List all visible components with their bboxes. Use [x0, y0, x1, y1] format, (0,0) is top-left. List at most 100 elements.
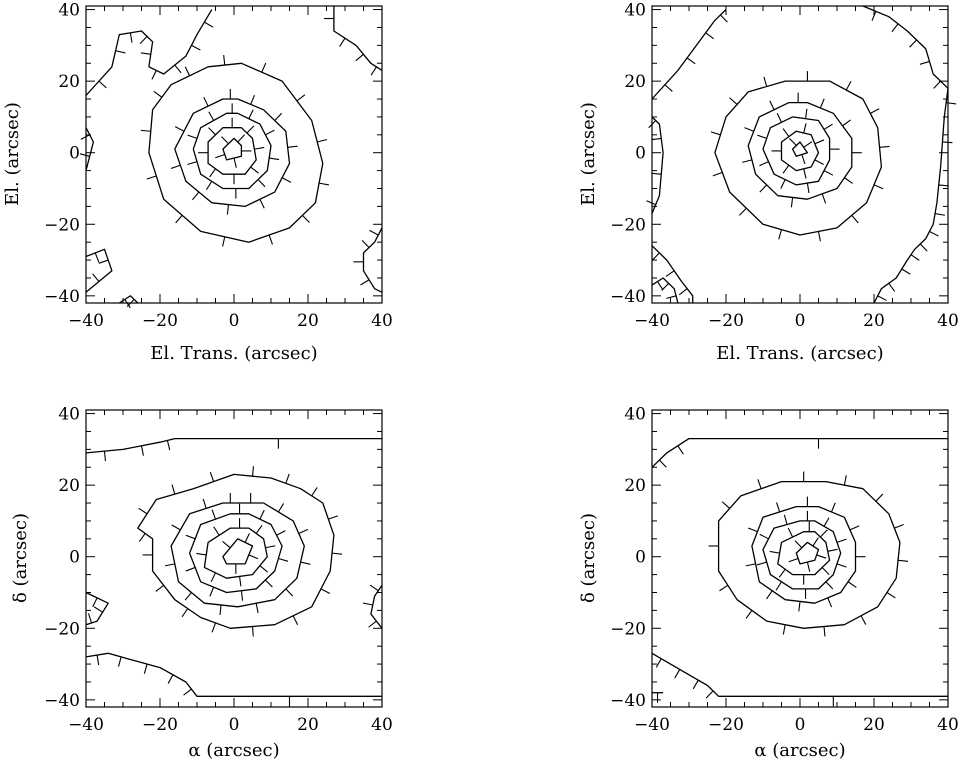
- tick-labels: −40 −20 0 20 40 −40 −20 0 20 40: [610, 405, 959, 735]
- hachure-tick: [233, 157, 237, 168]
- hachure-tick: [692, 679, 699, 690]
- contour-line: [751, 505, 857, 604]
- hachure-tick: [298, 528, 309, 534]
- y-tick-label: 20: [58, 476, 80, 496]
- hachure-tick: [140, 129, 151, 132]
- hachure-tick: [250, 166, 259, 174]
- hachure-tick: [919, 243, 928, 252]
- hachure-tick: [368, 620, 377, 628]
- hachure-tick: [302, 214, 310, 223]
- hachure-tick: [328, 515, 338, 520]
- hachure-tick: [239, 576, 242, 587]
- hachure-tick: [798, 601, 801, 612]
- hachure-tick: [816, 554, 827, 559]
- hachure-tick: [103, 451, 107, 462]
- hachure-tick: [226, 204, 229, 215]
- hachure-tick: [788, 137, 797, 146]
- hachure-tick: [933, 80, 941, 89]
- hachure-tick: [205, 181, 213, 191]
- hachure-tick: [331, 552, 343, 555]
- hachure-tick: [250, 94, 255, 105]
- y-tick-label: 20: [58, 72, 80, 92]
- hachure-tick: [894, 523, 904, 529]
- hachure-tick: [766, 590, 773, 600]
- hachure-tick: [919, 60, 930, 65]
- x-tick-label: −40: [634, 715, 670, 735]
- hachure-tick: [665, 270, 675, 277]
- hachure-tick: [782, 624, 786, 635]
- hachure-tick: [783, 514, 788, 525]
- x-axis-label: El. Trans. (arcsec): [150, 343, 317, 364]
- hachure-tick: [790, 197, 794, 208]
- hachure-tick: [269, 157, 280, 161]
- hachure-tick: [674, 669, 681, 679]
- tick-labels: −40 −20 0 20 40 −40 −20 0 20 40: [44, 1, 393, 331]
- hachure-tick: [223, 55, 226, 66]
- hachure-tick: [185, 566, 196, 572]
- hachure-tick: [181, 608, 189, 618]
- hachure-tick: [814, 159, 824, 165]
- hachure-tick: [339, 37, 346, 47]
- hachure-tick: [823, 123, 833, 130]
- hachure-tick: [875, 493, 884, 502]
- hachure-tick: [803, 141, 813, 148]
- hachure-tick: [742, 159, 753, 163]
- hachure-tick: [259, 509, 265, 520]
- hachure-tick: [79, 153, 90, 157]
- hachure-tick: [276, 530, 286, 536]
- contour-line: [85, 248, 113, 293]
- x-tick-label: 0: [795, 715, 806, 735]
- hachure-tick: [721, 501, 731, 509]
- hachure-tick: [222, 540, 231, 549]
- hachure-tick: [757, 134, 767, 139]
- y-axis-label: El. (arcsec): [578, 102, 599, 206]
- hachure-tick: [747, 527, 758, 533]
- hachure-tick: [257, 179, 266, 188]
- y-tick-label: 0: [69, 548, 80, 568]
- hachure-tick: [265, 129, 275, 136]
- hachure-tick: [860, 615, 867, 625]
- hachure-tick: [92, 597, 98, 608]
- contour-panel-top-left: −40 −20 0 20 40 −40 −20 0 20 40 El. Trans. (arcse…: [2, 1, 393, 364]
- hachure-tick: [202, 498, 207, 509]
- hachure-tick: [93, 606, 103, 613]
- x-tick-label: 40: [371, 715, 393, 735]
- hachure-tick: [819, 98, 825, 109]
- hachure-tick: [146, 175, 157, 180]
- hachure-tick: [661, 282, 670, 291]
- contour-line: [651, 116, 664, 214]
- tick-marks: [85, 6, 383, 303]
- hachure-tick: [780, 179, 786, 189]
- hachure-tick: [196, 552, 207, 556]
- contour-line: [207, 127, 257, 175]
- x-tick-label: −20: [708, 311, 744, 331]
- hachure-tick: [277, 503, 285, 513]
- hachure-tick: [801, 154, 806, 165]
- contour-line: [651, 245, 694, 303]
- hachure-tick: [775, 581, 782, 591]
- hachure-tick: [739, 207, 747, 216]
- contour-line: [777, 531, 831, 576]
- hachure-tick: [871, 11, 877, 21]
- hachure-tick: [300, 561, 311, 565]
- hachure-tick: [655, 658, 662, 668]
- x-tick-label: 40: [937, 311, 959, 331]
- y-tick-label: −20: [610, 619, 646, 639]
- hachure-tick: [192, 191, 200, 201]
- hachure-tick: [213, 526, 220, 536]
- hachure-tick: [778, 568, 786, 578]
- hachure-tick: [678, 288, 688, 296]
- hachure-tick: [248, 554, 259, 560]
- hachure-tick: [830, 502, 836, 513]
- hachure-tick: [821, 567, 830, 576]
- hachure-tick: [187, 161, 198, 166]
- hachure-tick: [246, 125, 255, 134]
- hachure-tick: [744, 127, 754, 132]
- hachure-tick: [208, 111, 215, 121]
- hachure-tick: [891, 23, 899, 33]
- hachure-tick: [651, 172, 662, 175]
- hachure-tick: [166, 440, 171, 451]
- hachure-tick: [222, 236, 226, 247]
- x-tick-label: 20: [863, 715, 885, 735]
- hachure-tick: [778, 229, 783, 240]
